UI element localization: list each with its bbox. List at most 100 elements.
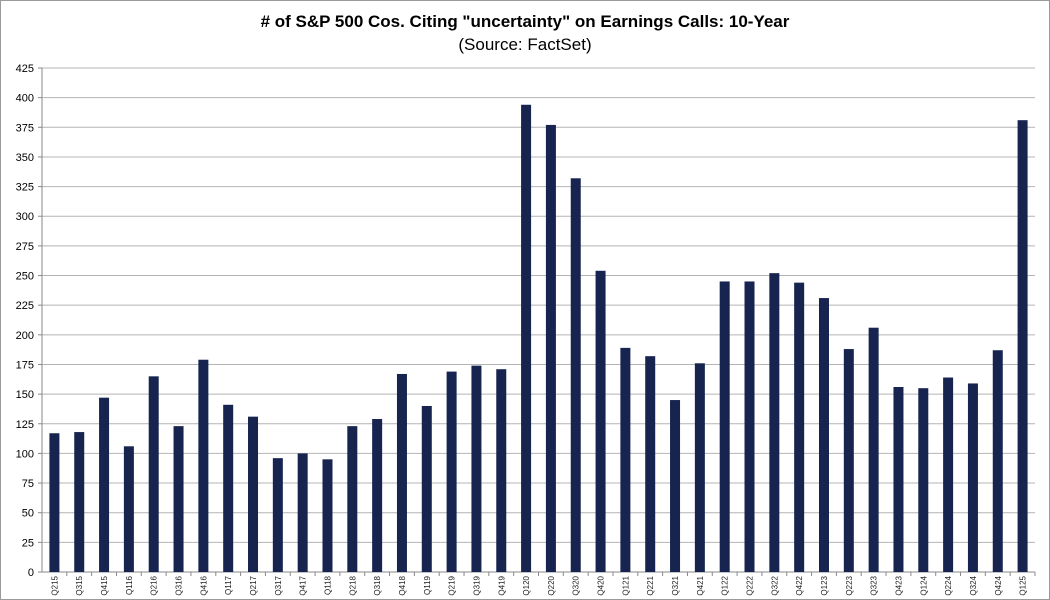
bar-Q116 bbox=[123, 446, 134, 572]
x-tick-label: Q215 bbox=[50, 575, 59, 595]
x-tick-label: Q218 bbox=[348, 575, 357, 595]
x-tick-label: Q418 bbox=[398, 575, 407, 595]
x-tick-label: Q323 bbox=[870, 575, 879, 595]
x-tick-label: Q419 bbox=[497, 575, 506, 595]
y-tick-label: 275 bbox=[16, 241, 34, 253]
x-tick-label: Q122 bbox=[721, 575, 730, 595]
x-tick-label: Q319 bbox=[472, 575, 481, 595]
x-tick-label: Q421 bbox=[696, 575, 705, 595]
bar-Q323 bbox=[868, 327, 879, 572]
y-tick-label: 125 bbox=[16, 419, 34, 431]
y-tick-label: 325 bbox=[16, 182, 34, 194]
bar-Q221 bbox=[645, 356, 656, 572]
bar-Q320 bbox=[570, 178, 581, 573]
bar-Q423 bbox=[893, 387, 904, 572]
bar-Q218 bbox=[347, 426, 358, 572]
y-tick-label: 400 bbox=[16, 93, 34, 105]
y-tick-label: 25 bbox=[22, 537, 34, 549]
x-tick-label: Q221 bbox=[646, 575, 655, 595]
y-tick-label: 75 bbox=[22, 478, 34, 490]
x-tick-label: Q121 bbox=[621, 575, 630, 595]
y-tick-label: 0 bbox=[28, 567, 34, 579]
y-tick-label: 225 bbox=[16, 300, 34, 312]
bar-Q220 bbox=[545, 124, 556, 572]
x-tick-label: Q216 bbox=[150, 575, 159, 595]
x-tick-label: Q416 bbox=[199, 575, 208, 595]
bar-Q315 bbox=[74, 432, 85, 572]
bar-Q223 bbox=[843, 349, 854, 572]
x-tick-label: Q317 bbox=[274, 575, 283, 595]
y-tick-label: 250 bbox=[16, 271, 34, 283]
y-tick-label: 200 bbox=[16, 330, 34, 342]
bar-Q124 bbox=[918, 388, 929, 572]
bar-Q123 bbox=[818, 298, 829, 572]
bar-Q119 bbox=[421, 405, 432, 572]
x-tick-label: Q422 bbox=[795, 575, 804, 595]
x-tick-label: Q217 bbox=[249, 575, 258, 595]
x-tick-label: Q318 bbox=[373, 575, 382, 595]
bar-Q415 bbox=[99, 397, 110, 572]
bar-Q324 bbox=[967, 383, 978, 572]
bar-Q416 bbox=[198, 359, 209, 572]
x-tick-label: Q219 bbox=[448, 575, 457, 595]
x-tick-label: Q224 bbox=[944, 575, 953, 595]
x-tick-label: Q322 bbox=[770, 575, 779, 595]
bar-Q122 bbox=[719, 281, 730, 572]
bar-Q121 bbox=[620, 347, 631, 572]
y-tick-label: 175 bbox=[16, 359, 34, 371]
bar-Q117 bbox=[223, 404, 234, 572]
y-tick-label: 300 bbox=[16, 211, 34, 223]
bar-Q318 bbox=[372, 419, 383, 572]
bar-Q419 bbox=[496, 369, 507, 572]
bar-Q418 bbox=[396, 373, 407, 572]
bar-Q120 bbox=[521, 104, 532, 572]
bar-Q316 bbox=[173, 426, 184, 572]
x-tick-label: Q415 bbox=[100, 575, 109, 595]
x-tick-label: Q316 bbox=[175, 575, 184, 595]
y-tick-label: 425 bbox=[16, 63, 34, 75]
bar-Q216 bbox=[148, 376, 159, 572]
y-tick-label: 100 bbox=[16, 448, 34, 460]
bar-Q424 bbox=[992, 350, 1003, 572]
x-tick-label: Q220 bbox=[547, 575, 556, 595]
x-tick-label: Q223 bbox=[845, 575, 854, 595]
bar-Q319 bbox=[471, 365, 482, 572]
x-tick-label: Q417 bbox=[299, 575, 308, 595]
y-tick-label: 150 bbox=[16, 389, 34, 401]
x-tick-label: Q119 bbox=[423, 575, 432, 595]
y-tick-label: 350 bbox=[16, 152, 34, 164]
x-tick-label: Q120 bbox=[522, 575, 531, 595]
bar-Q321 bbox=[670, 400, 681, 572]
bar-Q222 bbox=[744, 281, 755, 572]
bar-Q420 bbox=[595, 270, 606, 572]
x-tick-label: Q321 bbox=[671, 575, 680, 595]
x-tick-label: Q324 bbox=[969, 575, 978, 595]
chart-title: # of S&P 500 Cos. Citing "uncertainty" o… bbox=[260, 12, 790, 31]
chart-subtitle: (Source: FactSet) bbox=[458, 35, 592, 54]
x-tick-label: Q124 bbox=[919, 575, 928, 595]
bar-Q322 bbox=[769, 273, 780, 572]
x-tick-label: Q116 bbox=[125, 575, 134, 595]
bar-Q215 bbox=[49, 433, 60, 572]
x-tick-label: Q125 bbox=[1019, 575, 1028, 595]
x-tick-label: Q424 bbox=[994, 575, 1003, 595]
bar-Q417 bbox=[297, 453, 308, 572]
x-tick-label: Q118 bbox=[323, 575, 332, 595]
bar-Q125 bbox=[1017, 120, 1028, 572]
x-tick-label: Q123 bbox=[820, 575, 829, 595]
bar-Q217 bbox=[248, 416, 259, 572]
x-tick-label: Q222 bbox=[746, 575, 755, 595]
bar-Q422 bbox=[794, 282, 805, 572]
bar-Q224 bbox=[943, 377, 954, 572]
y-tick-label: 50 bbox=[22, 508, 34, 520]
x-tick-label: Q423 bbox=[894, 575, 903, 595]
x-tick-label: Q320 bbox=[572, 575, 581, 595]
bar-Q421 bbox=[694, 363, 705, 572]
x-tick-label: Q420 bbox=[597, 575, 606, 595]
y-tick-label: 375 bbox=[16, 122, 34, 134]
bar-Q317 bbox=[272, 458, 283, 572]
bar-Q219 bbox=[446, 371, 457, 572]
bar-Q118 bbox=[322, 459, 333, 572]
x-tick-label: Q315 bbox=[75, 575, 84, 595]
